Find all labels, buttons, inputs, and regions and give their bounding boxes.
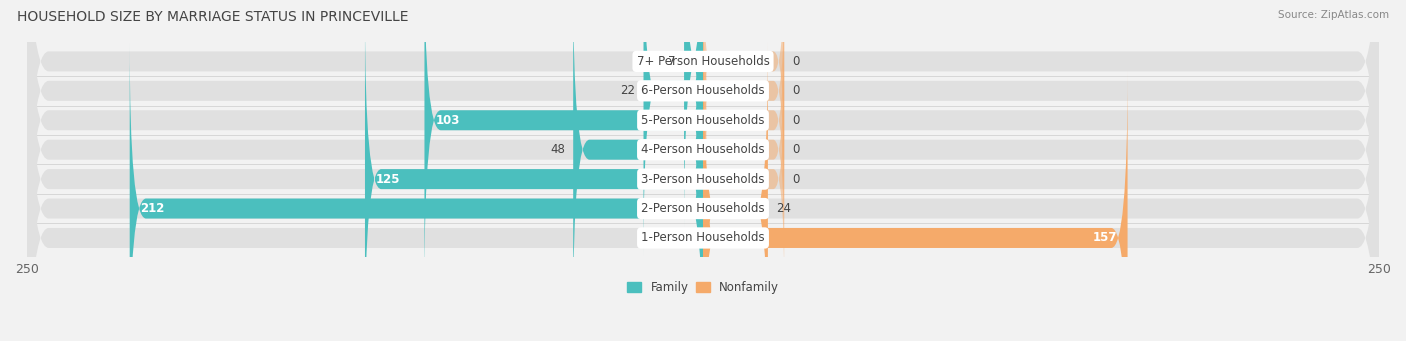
FancyBboxPatch shape <box>703 0 785 198</box>
FancyBboxPatch shape <box>574 0 703 316</box>
Text: 7: 7 <box>668 55 676 68</box>
FancyBboxPatch shape <box>129 42 703 341</box>
FancyBboxPatch shape <box>27 0 1379 341</box>
FancyBboxPatch shape <box>685 0 703 228</box>
Text: 125: 125 <box>375 173 401 186</box>
Text: 5-Person Households: 5-Person Households <box>641 114 765 127</box>
FancyBboxPatch shape <box>703 71 785 287</box>
Text: 212: 212 <box>141 202 165 215</box>
FancyBboxPatch shape <box>703 71 1128 341</box>
Text: 6-Person Households: 6-Person Households <box>641 84 765 97</box>
FancyBboxPatch shape <box>425 0 703 287</box>
Text: 7+ Person Households: 7+ Person Households <box>637 55 769 68</box>
Text: 24: 24 <box>776 202 792 215</box>
FancyBboxPatch shape <box>27 0 1379 287</box>
Text: 0: 0 <box>792 84 800 97</box>
FancyBboxPatch shape <box>366 13 703 341</box>
FancyBboxPatch shape <box>703 13 785 228</box>
Text: 103: 103 <box>436 114 460 127</box>
Text: 22: 22 <box>620 84 636 97</box>
FancyBboxPatch shape <box>703 42 768 341</box>
Text: 3-Person Households: 3-Person Households <box>641 173 765 186</box>
FancyBboxPatch shape <box>644 0 703 257</box>
FancyBboxPatch shape <box>703 42 785 257</box>
FancyBboxPatch shape <box>703 0 785 169</box>
Text: 0: 0 <box>792 173 800 186</box>
Text: Source: ZipAtlas.com: Source: ZipAtlas.com <box>1278 10 1389 20</box>
Text: HOUSEHOLD SIZE BY MARRIAGE STATUS IN PRINCEVILLE: HOUSEHOLD SIZE BY MARRIAGE STATUS IN PRI… <box>17 10 408 24</box>
FancyBboxPatch shape <box>27 13 1379 341</box>
Legend: Family, Nonfamily: Family, Nonfamily <box>621 276 785 298</box>
Text: 0: 0 <box>792 143 800 156</box>
FancyBboxPatch shape <box>27 0 1379 341</box>
Text: 157: 157 <box>1092 232 1116 244</box>
Text: 0: 0 <box>792 114 800 127</box>
Text: 1-Person Households: 1-Person Households <box>641 232 765 244</box>
Text: 2-Person Households: 2-Person Households <box>641 202 765 215</box>
FancyBboxPatch shape <box>27 0 1379 341</box>
FancyBboxPatch shape <box>27 0 1379 341</box>
Text: 4-Person Households: 4-Person Households <box>641 143 765 156</box>
FancyBboxPatch shape <box>27 0 1379 316</box>
Text: 0: 0 <box>792 55 800 68</box>
Text: 48: 48 <box>550 143 565 156</box>
